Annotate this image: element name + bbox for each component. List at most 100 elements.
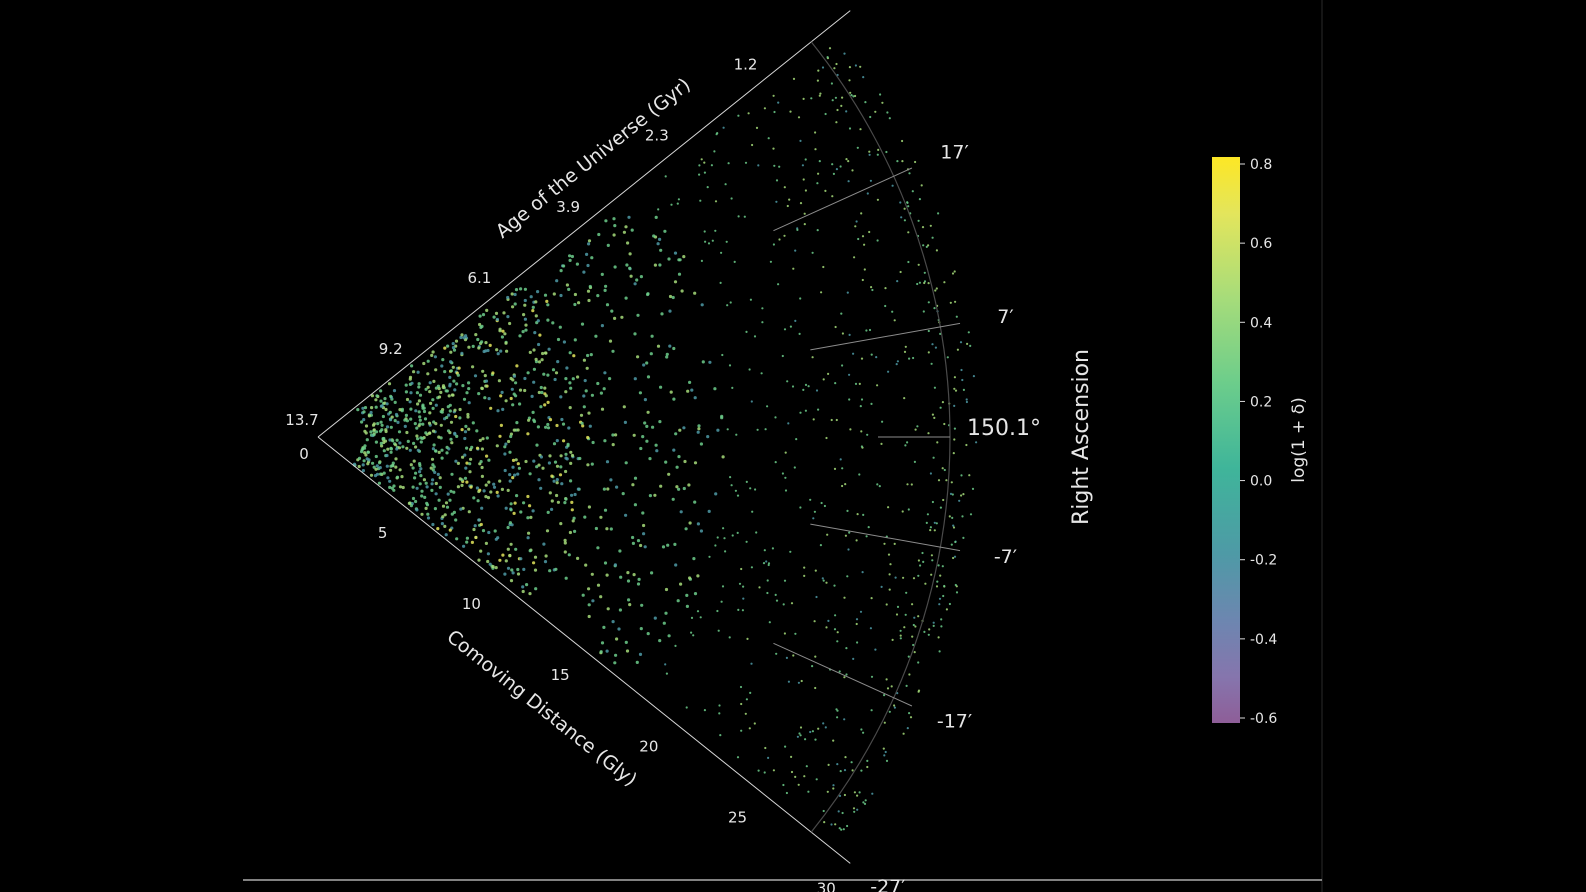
galaxy-point [651, 425, 655, 429]
colorbar-tick-label: -0.6 [1250, 711, 1277, 727]
galaxy-point [642, 532, 646, 536]
galaxy-point [411, 466, 415, 470]
galaxy-point [622, 405, 626, 409]
galaxy-point [523, 376, 527, 381]
galaxy-point [446, 344, 450, 348]
galaxy-point [939, 506, 943, 509]
galaxy-point [446, 405, 450, 409]
galaxy-point [587, 242, 591, 246]
galaxy-point [788, 198, 791, 201]
galaxy-point [379, 399, 383, 403]
galaxy-point [843, 769, 847, 772]
galaxy-point [905, 591, 908, 594]
galaxy-point [600, 272, 604, 276]
galaxy-point [937, 479, 941, 482]
galaxy-point [553, 460, 558, 464]
galaxy-point [548, 418, 553, 422]
galaxy-point [503, 452, 507, 456]
galaxy-point [482, 489, 486, 493]
galaxy-point [418, 470, 422, 474]
galaxy-point [636, 582, 641, 586]
galaxy-point [942, 594, 945, 598]
galaxy-point [960, 368, 963, 372]
galaxy-point [385, 425, 390, 429]
galaxy-point [416, 437, 420, 441]
galaxy-point [512, 374, 517, 378]
galaxy-point [567, 287, 571, 291]
galaxy-point [627, 598, 631, 602]
galaxy-point [863, 268, 866, 271]
galaxy-point [718, 712, 721, 715]
galaxy-point [624, 513, 628, 517]
galaxy-point [846, 509, 849, 512]
galaxy-point [722, 527, 725, 530]
galaxy-point [836, 763, 839, 766]
galaxy-point [953, 387, 956, 390]
galaxy-point [532, 348, 536, 352]
galaxy-point [659, 385, 663, 389]
galaxy-point [589, 353, 593, 357]
galaxy-point [741, 609, 745, 612]
galaxy-point [559, 454, 563, 458]
galaxy-point [552, 292, 556, 296]
galaxy-point [541, 466, 545, 470]
galaxy-point [614, 653, 618, 657]
galaxy-point [907, 205, 910, 208]
galaxy-point [927, 244, 930, 247]
galaxy-point [825, 626, 828, 629]
galaxy-point [767, 756, 770, 760]
galaxy-point [531, 410, 535, 414]
galaxy-point [410, 381, 414, 385]
galaxy-point [446, 429, 451, 433]
galaxy-point [509, 542, 513, 546]
galaxy-point [515, 421, 519, 425]
galaxy-point [625, 263, 629, 267]
galaxy-point [546, 426, 551, 430]
galaxy-point [568, 381, 572, 385]
galaxy-point [845, 158, 848, 161]
galaxy-point [492, 485, 497, 489]
galaxy-point [940, 618, 943, 621]
galaxy-point [389, 418, 393, 422]
galaxy-point [411, 485, 415, 489]
galaxy-point [425, 503, 430, 507]
galaxy-point [393, 400, 397, 404]
galaxy-point [925, 245, 928, 248]
galaxy-point [383, 397, 387, 401]
galaxy-point [363, 406, 368, 410]
galaxy-point [953, 427, 957, 430]
galaxy-point [531, 305, 535, 309]
galaxy-point [784, 489, 788, 492]
galaxy-point [648, 494, 653, 498]
galaxy-point [543, 293, 548, 297]
galaxy-point [516, 472, 520, 476]
galaxy-point [486, 559, 490, 564]
galaxy-point [374, 405, 378, 409]
galaxy-point [728, 636, 731, 639]
galaxy-point [479, 549, 483, 553]
galaxy-point [430, 488, 434, 492]
galaxy-point [467, 401, 471, 405]
galaxy-point [631, 483, 635, 487]
galaxy-point [753, 335, 757, 338]
galaxy-point [703, 230, 706, 233]
galaxy-point [859, 128, 862, 131]
galaxy-point [375, 464, 379, 468]
galaxy-point [426, 385, 430, 389]
galaxy-point [730, 197, 733, 200]
galaxy-point [513, 292, 517, 297]
galaxy-point [899, 637, 902, 640]
galaxy-point [861, 235, 865, 238]
galaxy-point [815, 595, 818, 599]
galaxy-point [960, 494, 963, 497]
galaxy-point [448, 528, 452, 532]
galaxy-point [952, 524, 955, 527]
galaxy-point [380, 423, 384, 427]
galaxy-point [499, 394, 503, 398]
galaxy-point [431, 522, 435, 527]
galaxy-point [385, 402, 389, 406]
galaxy-point [357, 464, 361, 469]
galaxy-point [424, 431, 428, 435]
galaxy-point [565, 366, 569, 370]
galaxy-point [362, 410, 366, 414]
